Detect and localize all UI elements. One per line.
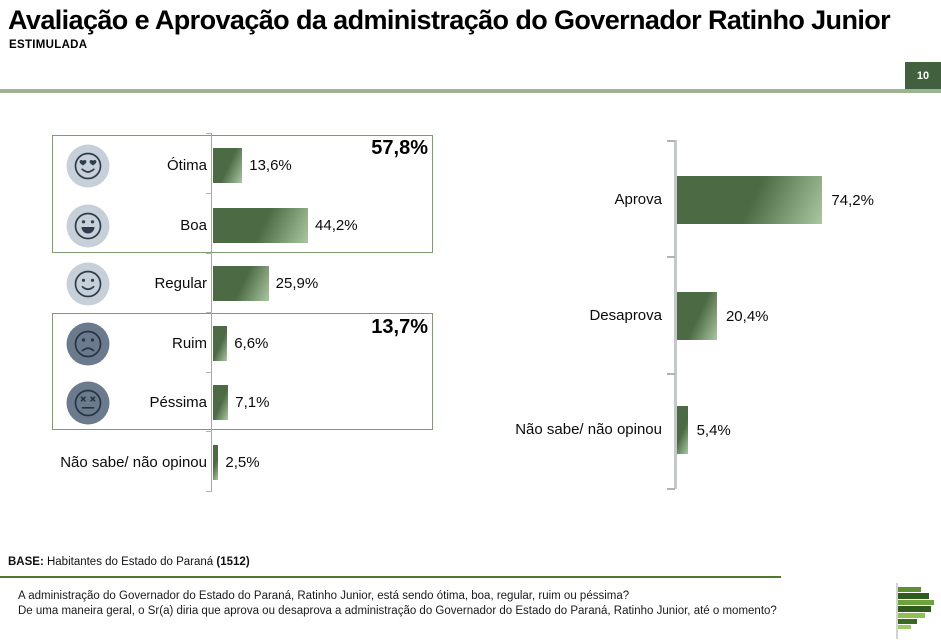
bar-nao-sabe-aprovacao <box>677 406 688 454</box>
bar-row: 20,4% <box>677 292 769 340</box>
bar-row: 2,5% <box>213 445 260 480</box>
frowning-face-icon <box>66 322 110 366</box>
page-title: Avaliação e Aprovação da administração d… <box>8 5 891 35</box>
bar-value: 2,5% <box>225 454 260 471</box>
bar-boa <box>213 208 309 243</box>
bar-row: 6,6% <box>213 326 268 361</box>
bar-row: 25,9% <box>213 266 318 301</box>
bar-value: 6,6% <box>234 335 269 352</box>
bar-row: 13,6% <box>213 148 292 183</box>
group-box-positive <box>52 135 433 253</box>
bar-value: 20,4% <box>725 307 769 325</box>
category-label: Aprova <box>614 191 662 208</box>
heart-eyes-face-icon <box>66 144 110 188</box>
header-divider <box>0 89 941 93</box>
bar-value: 25,9% <box>275 275 319 292</box>
bar-row: 7,1% <box>213 385 269 420</box>
axis-tick <box>667 373 675 375</box>
category-label: Ruim <box>171 335 207 352</box>
bar-nao-sabe <box>213 445 219 480</box>
grinning-face-icon <box>66 204 110 248</box>
page-subtitle: ESTIMULADA <box>9 39 88 51</box>
bar-value: 7,1% <box>235 394 270 411</box>
bar-otima <box>213 148 243 183</box>
bar-value: 5,4% <box>696 421 731 439</box>
category-label: Péssima <box>149 394 207 411</box>
axis-tick <box>206 253 212 254</box>
bar-desaprova <box>677 292 717 340</box>
bar-value: 13,6% <box>249 157 292 174</box>
question-text-2: De uma maneira geral, o Sr(a) diria que … <box>18 605 777 617</box>
bar-row: 74,2% <box>677 176 874 224</box>
category-label: Regular <box>154 275 207 292</box>
axis-tick <box>206 193 212 194</box>
base-label: BASE: <box>8 556 44 568</box>
footer-divider <box>0 576 781 578</box>
smiling-face-icon <box>66 262 110 306</box>
group-total-positive: 57,8% <box>371 137 428 159</box>
axis-tick <box>667 140 675 142</box>
category-label: Ótima <box>166 157 207 174</box>
bar-row: 5,4% <box>677 406 731 454</box>
axis-tick <box>206 372 212 373</box>
company-logo <box>894 583 940 639</box>
bar-aprova <box>677 176 823 224</box>
category-label: Boa <box>180 217 207 234</box>
bar-row: 44,2% <box>213 208 358 243</box>
logo-axis <box>896 583 898 639</box>
question-text-1: A administração do Governador do Estado … <box>18 590 630 602</box>
bar-regular <box>213 266 269 301</box>
axis-tick <box>667 488 675 490</box>
axis-tick <box>206 133 212 134</box>
bar-ruim <box>213 326 228 361</box>
bar-value: 44,2% <box>315 217 358 234</box>
axis-tick <box>206 491 212 492</box>
page-number-badge: 10 <box>905 62 941 89</box>
axis-tick <box>667 256 675 258</box>
right-chart-axis <box>674 140 677 489</box>
base-text: Habitantes do Estado do Paraná <box>43 556 217 568</box>
bar-value: 74,2% <box>831 191 874 209</box>
group-box-negative <box>52 313 433 430</box>
category-label: Desaprova <box>589 307 662 324</box>
axis-tick <box>206 431 212 432</box>
axis-tick <box>206 312 212 313</box>
category-label: Não sabe/ não opinou <box>515 421 662 438</box>
bar-pessima <box>213 385 229 420</box>
base-count: (1512) <box>216 556 250 568</box>
category-label: Não sabe/ não opinou <box>60 454 207 471</box>
grimacing-face-icon <box>66 381 110 425</box>
base-note: BASE: Habitantes do Estado do Paraná (15… <box>8 556 250 568</box>
group-total-negative: 13,7% <box>371 316 428 338</box>
